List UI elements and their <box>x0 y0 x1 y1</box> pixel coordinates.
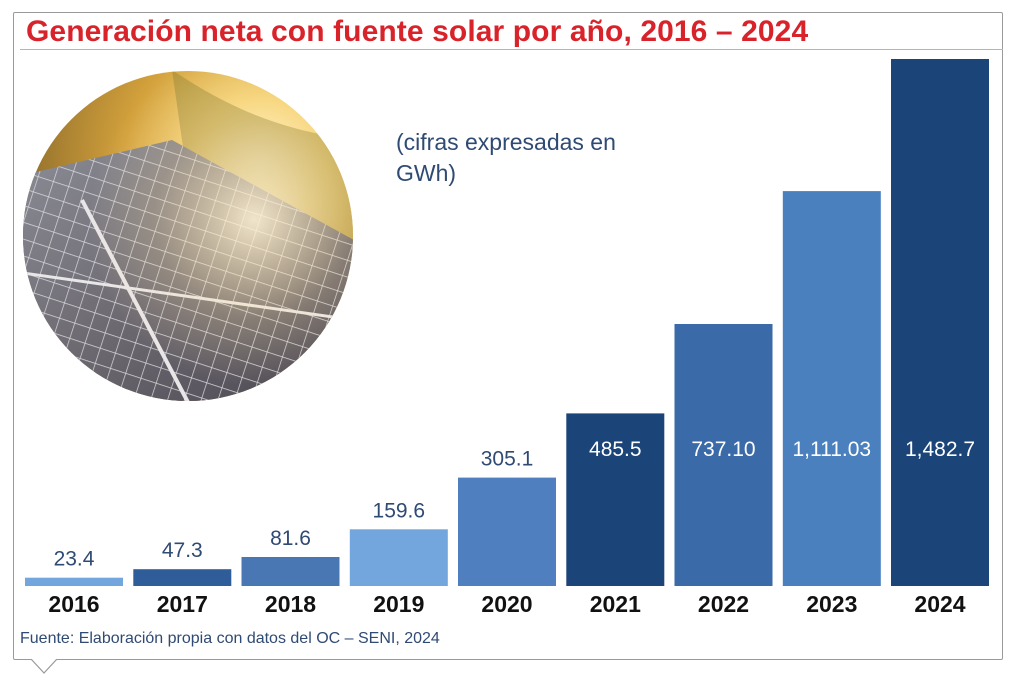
bar-2018 <box>241 557 340 586</box>
solar-panel-photo <box>23 71 353 401</box>
value-label-2024: 1,482.7 <box>905 438 975 461</box>
category-label-2021: 2021 <box>590 591 641 617</box>
bar-2020 <box>458 477 556 586</box>
bar-2017 <box>133 569 232 586</box>
title-divider <box>20 49 1003 50</box>
callout-pointer-icon <box>30 659 58 674</box>
value-label-2023: 1,111.03 <box>792 438 871 461</box>
category-label-2017: 2017 <box>157 591 208 617</box>
bar-2023 <box>782 191 881 586</box>
category-label-2020: 2020 <box>481 591 532 617</box>
bar-2021 <box>566 413 665 586</box>
value-label-2019: 159.6 <box>373 499 426 522</box>
bar-2024 <box>891 59 989 586</box>
value-label-2018: 81.6 <box>270 527 311 550</box>
chart-frame <box>13 12 1003 660</box>
category-label-2016: 2016 <box>48 591 99 617</box>
value-label-2021: 485.5 <box>589 438 642 461</box>
category-label-2022: 2022 <box>698 591 749 617</box>
source-note: Fuente: Elaboración propia con datos del… <box>20 630 440 647</box>
category-label-2023: 2023 <box>806 591 857 617</box>
value-label-2020: 305.1 <box>481 448 534 471</box>
value-label-2016: 23.4 <box>54 548 95 571</box>
chart-title: Generación neta con fuente solar por año… <box>26 15 809 48</box>
unit-note: (cifras expresadas en GWh) <box>396 129 616 186</box>
value-label-2017: 47.3 <box>162 539 203 562</box>
category-label-2018: 2018 <box>265 591 316 617</box>
category-label-2019: 2019 <box>373 591 424 617</box>
value-label-2022: 737.10 <box>691 438 755 461</box>
category-label-2024: 2024 <box>914 591 965 617</box>
bar-2019 <box>349 529 448 586</box>
bar-2022 <box>674 324 773 586</box>
bar-2016 <box>25 577 123 586</box>
